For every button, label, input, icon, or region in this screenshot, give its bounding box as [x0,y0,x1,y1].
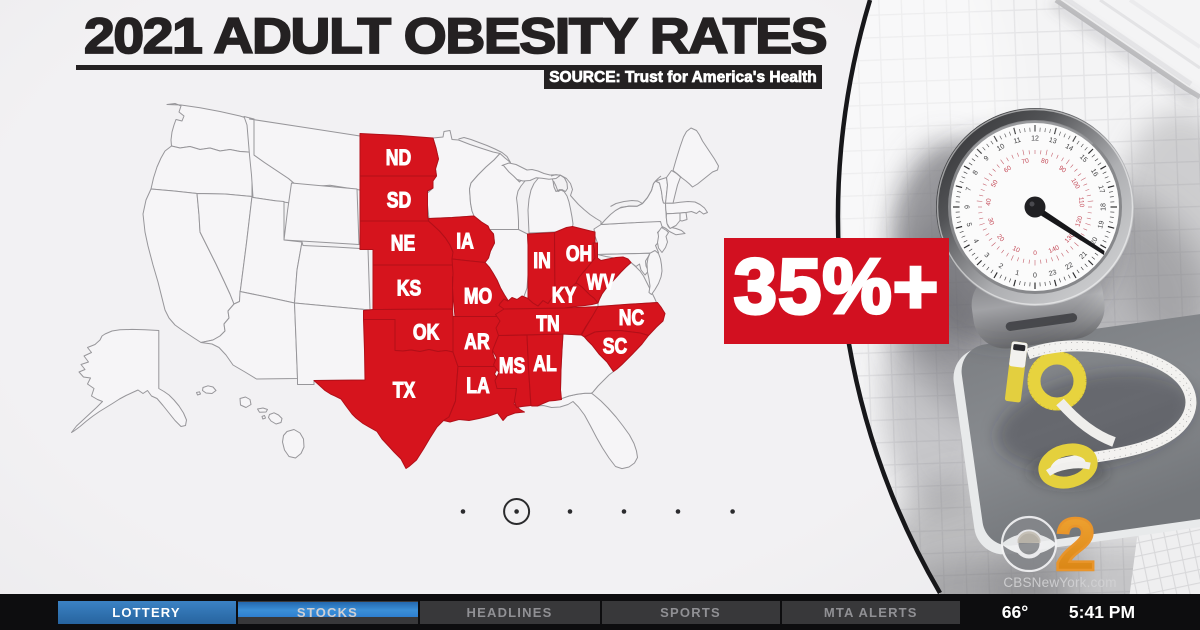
svg-text:4: 4 [971,238,979,245]
svg-text:7: 7 [965,187,973,193]
svg-text:23: 23 [1048,269,1057,278]
svg-text:40: 40 [985,198,993,206]
svg-text:80: 80 [1040,158,1049,166]
svg-text:3: 3 [983,252,991,260]
svg-text:IN: IN [533,249,551,273]
svg-text:8: 8 [972,169,980,176]
svg-text:MO: MO [464,285,492,309]
svg-text:WV: WV [586,271,615,295]
svg-text:70: 70 [1021,157,1030,165]
svg-text:21: 21 [1078,250,1089,261]
svg-text:0: 0 [1033,250,1037,257]
svg-text:TN: TN [536,312,559,336]
svg-text:NE: NE [391,232,415,256]
svg-text:6: 6 [963,205,970,209]
svg-text:2: 2 [1055,503,1096,586]
svg-text:1: 1 [1014,270,1020,278]
svg-text:5: 5 [965,222,973,228]
svg-text:90: 90 [1057,165,1067,175]
svg-text:AL: AL [533,352,556,376]
svg-text:10: 10 [1011,245,1021,254]
svg-text:9: 9 [983,155,991,163]
svg-text:SD: SD [387,189,411,213]
svg-text:20: 20 [995,233,1005,243]
svg-text:12: 12 [1031,135,1039,142]
svg-text:15: 15 [1078,154,1089,165]
svg-text:KY: KY [552,284,576,308]
svg-text:30: 30 [986,217,995,226]
svg-text:0: 0 [1033,272,1037,279]
svg-text:120: 120 [1074,215,1084,228]
svg-text:KS: KS [397,277,421,301]
svg-text:100: 100 [1069,177,1081,190]
svg-text:60: 60 [1003,164,1013,174]
svg-text:19: 19 [1097,220,1106,229]
svg-text:NC: NC [619,306,644,330]
svg-text:140: 140 [1048,244,1061,255]
svg-text:IA: IA [456,230,474,254]
svg-text:16: 16 [1089,168,1099,178]
svg-text:AR: AR [464,330,489,354]
svg-text:20: 20 [1090,236,1100,246]
svg-text:MS: MS [499,354,525,378]
svg-text:17: 17 [1096,185,1105,194]
svg-text:2: 2 [997,263,1004,271]
svg-text:OK: OK [413,321,440,345]
svg-text:22: 22 [1064,262,1074,272]
svg-text:SC: SC [603,335,627,359]
svg-text:TX: TX [393,379,416,403]
svg-text:OH: OH [566,242,592,266]
svg-text:18: 18 [1100,203,1107,211]
svg-text:110: 110 [1077,197,1085,208]
svg-text:13: 13 [1048,137,1057,146]
svg-text:11: 11 [1013,137,1022,146]
svg-text:50: 50 [990,179,1000,189]
svg-text:LA: LA [466,374,489,398]
svg-text:10: 10 [996,143,1006,153]
svg-text:ND: ND [386,146,411,170]
svg-text:14: 14 [1064,143,1074,153]
svg-text:CBSNewYork.com: CBSNewYork.com [1003,575,1116,590]
